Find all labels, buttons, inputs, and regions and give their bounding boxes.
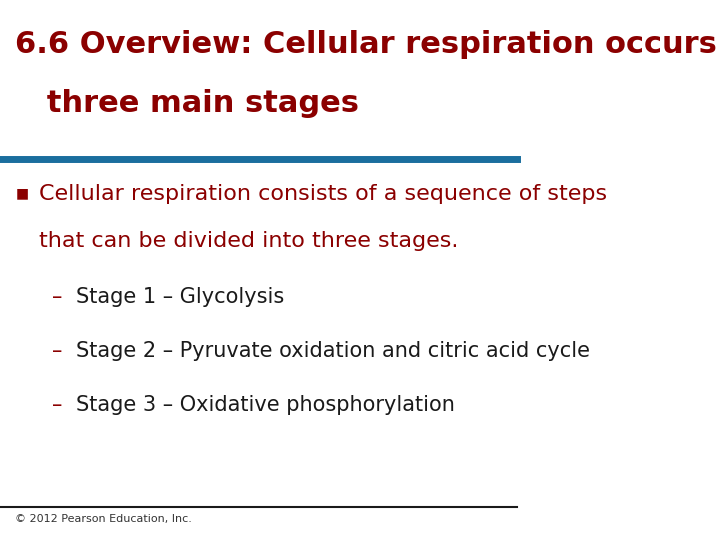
Text: that can be divided into three stages.: that can be divided into three stages. [39,231,458,251]
Text: © 2012 Pearson Education, Inc.: © 2012 Pearson Education, Inc. [16,514,192,524]
Text: 6.6 Overview: Cellular respiration occurs in: 6.6 Overview: Cellular respiration occur… [16,30,720,59]
Text: three main stages: three main stages [16,89,359,118]
Text: Stage 2 – Pyruvate oxidation and citric acid cycle: Stage 2 – Pyruvate oxidation and citric … [76,341,590,361]
Text: –: – [52,287,62,307]
Text: Stage 1 – Glycolysis: Stage 1 – Glycolysis [76,287,284,307]
Text: ■: ■ [16,186,29,200]
Text: Cellular respiration consists of a sequence of steps: Cellular respiration consists of a seque… [39,184,607,204]
Text: Stage 3 – Oxidative phosphorylation: Stage 3 – Oxidative phosphorylation [76,395,455,415]
Text: –: – [52,395,62,415]
Text: –: – [52,341,62,361]
